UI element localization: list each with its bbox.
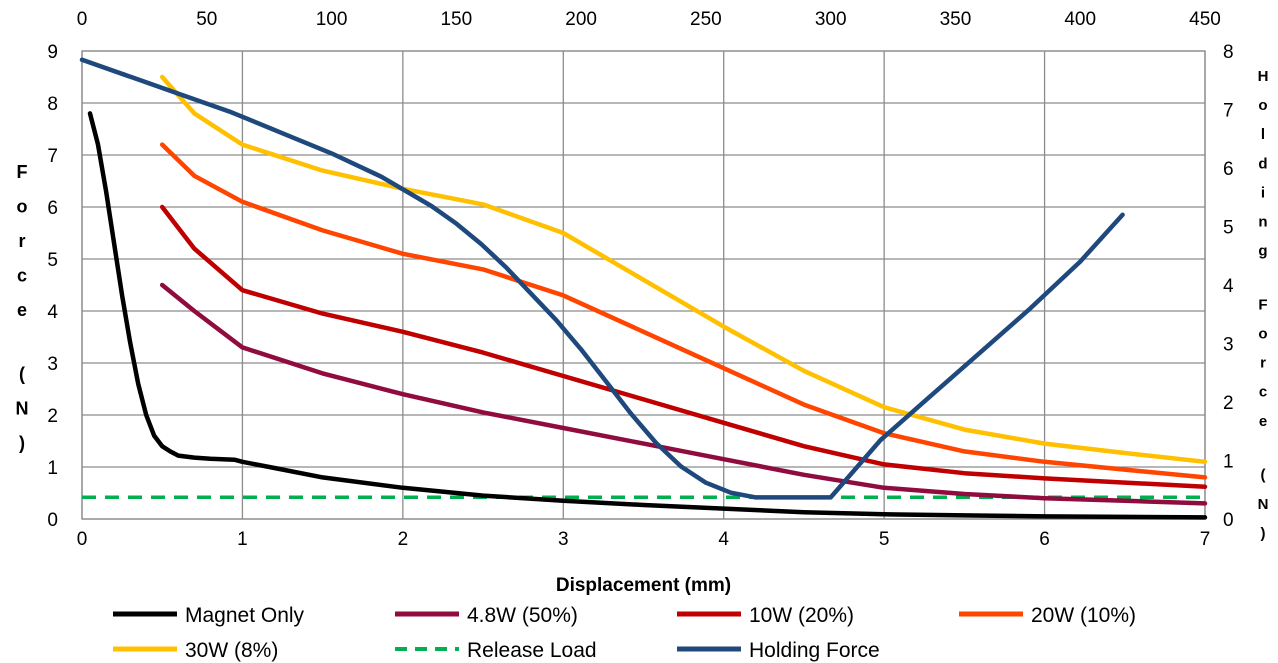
legend-item-20w-10: 20W (10%) [959, 604, 1136, 627]
x2-tick-label: 250 [690, 9, 722, 30]
x-tick-label: 4 [718, 529, 729, 550]
x-tick-label: 2 [398, 529, 409, 550]
x-tick-label: 5 [879, 529, 890, 550]
y-axis-title: Force ( N) [16, 162, 29, 453]
legend-item-holding-force: Holding Force [677, 639, 880, 662]
axis-title-char: i [1261, 184, 1265, 201]
axis-title-char: o [1258, 97, 1267, 114]
legend-label: 30W (8%) [185, 639, 278, 662]
axis-title-char: F [17, 162, 28, 182]
plot-lines [79, 57, 1208, 520]
axis-title-char: ( [19, 364, 25, 384]
x-tick-label: 7 [1200, 529, 1211, 550]
legend-item-4-8w-50: 4.8W (50%) [395, 604, 578, 627]
series-line-30w-8 [159, 74, 1208, 465]
axis-title-char: d [1258, 155, 1267, 172]
legend-item-magnet-only: Magnet Only [113, 604, 305, 627]
x2-tick-label: 50 [196, 9, 217, 30]
axis-title-char: N [16, 398, 29, 418]
legend-label: Release Load [467, 639, 597, 662]
series-line-10w-20 [159, 204, 1208, 490]
axis-title-char: c [1259, 384, 1267, 401]
y2-tick-label: 6 [1223, 159, 1234, 180]
x-tick-label: 6 [1039, 529, 1050, 550]
axis-title-char: c [17, 266, 27, 286]
y2-tick-label: 8 [1223, 42, 1234, 63]
x-axis-title: Displacement (mm) [556, 575, 731, 596]
x2-tick-label: 100 [316, 9, 348, 30]
axis-title-char: F [1258, 296, 1267, 313]
x2-tick-label: 300 [815, 9, 847, 30]
y-tick-label: 8 [47, 94, 58, 115]
x2-tick-label: 0 [77, 9, 88, 30]
series-line-4-8w-50 [159, 282, 1208, 506]
x2-tick-label: 200 [565, 9, 597, 30]
legend-label: 10W (20%) [749, 604, 854, 627]
y-tick-label: 1 [47, 458, 58, 479]
series-line-20w-10 [159, 142, 1208, 480]
axis-title-char: r [1260, 355, 1266, 372]
axis-title-char: N [1258, 496, 1269, 513]
y-tick-label: 2 [47, 406, 58, 427]
y-tick-label: 4 [47, 302, 58, 323]
y-tick-label: 9 [47, 42, 58, 63]
x2-tick-label: 150 [440, 9, 472, 30]
x2-tick-label: 400 [1064, 9, 1096, 30]
axis-title-char: n [1258, 214, 1267, 231]
y-tick-label: 5 [47, 250, 58, 271]
y2-tick-label: 2 [1223, 393, 1234, 414]
y-tick-label: 0 [47, 510, 58, 531]
axis-title-char: g [1258, 243, 1267, 260]
y2-tick-label: 0 [1223, 510, 1234, 531]
x2-tick-label: 350 [940, 9, 972, 30]
y2-tick-label: 3 [1223, 335, 1234, 356]
axis-title-char: r [18, 231, 25, 251]
legend-label: Holding Force [749, 639, 880, 662]
y2-tick-label: 4 [1223, 276, 1234, 297]
plot-border [81, 50, 1206, 520]
axis-title-char: o [17, 197, 28, 217]
series-line-magnet-only [87, 111, 1208, 520]
legend: Magnet Only 4.8W (50%) 10W (20%) 20W (10%) 3… [113, 604, 1136, 662]
y-tick-label: 7 [47, 146, 58, 167]
axis-title-char: ) [19, 433, 25, 453]
x-tick-label: 0 [77, 529, 88, 550]
y2-tick-label: 1 [1223, 452, 1234, 473]
axis-title-char: e [1259, 413, 1267, 430]
legend-item-release-load: Release Load [395, 639, 597, 662]
legend-label: Magnet Only [185, 604, 305, 627]
series-line-holding-force [79, 57, 1125, 500]
axis-title-char: ( [1261, 467, 1266, 484]
axis-title-char: e [17, 300, 27, 320]
axis-title-char: o [1258, 326, 1267, 343]
grid [81, 50, 1206, 520]
x2-tick-label: 450 [1189, 9, 1221, 30]
tick-labels: 0 1 2 3 4 5 6 70 50 100 150 200 250 300 350 400 45001234… [47, 9, 1234, 550]
y2-tick-label: 7 [1223, 101, 1234, 122]
axis-title-char: l [1261, 126, 1265, 143]
legend-item-10w-20: 10W (20%) [677, 604, 854, 627]
x-tick-label: 1 [237, 529, 248, 550]
axis-title-char: ) [1261, 525, 1266, 542]
x-tick-label: 3 [558, 529, 569, 550]
legend-item-30w-8: 30W (8%) [113, 639, 278, 662]
axis-title-char: H [1258, 68, 1269, 85]
legend-label: 20W (10%) [1031, 604, 1136, 627]
y2-tick-label: 5 [1223, 218, 1234, 239]
y-tick-label: 3 [47, 354, 58, 375]
legend-label: 4.8W (50%) [467, 604, 578, 627]
y-tick-label: 6 [47, 198, 58, 219]
